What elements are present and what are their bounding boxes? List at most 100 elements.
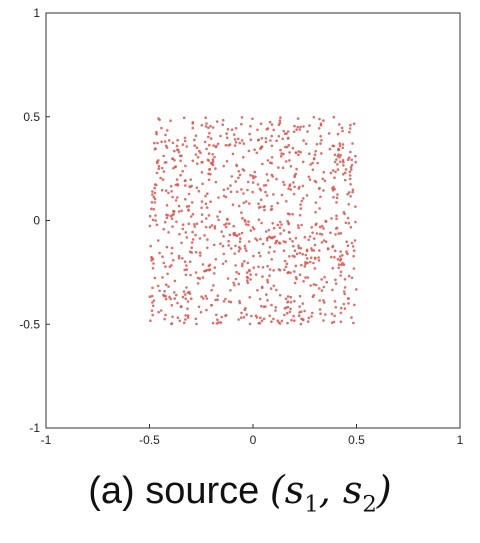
scatter-point — [249, 229, 253, 232]
scatter-point — [322, 119, 325, 122]
scatter-point — [258, 187, 262, 191]
scatter-point — [249, 138, 253, 141]
scatter-point — [293, 185, 296, 189]
scatter-point — [311, 231, 314, 234]
scatter-point — [151, 301, 154, 304]
scatter-point — [351, 188, 355, 192]
scatter-point — [257, 322, 261, 325]
scatter-point — [339, 306, 343, 310]
scatter-point — [342, 211, 346, 214]
scatter-point — [286, 295, 290, 298]
scatter-point — [297, 246, 301, 250]
scatter-point — [267, 228, 271, 232]
scatter-point — [151, 286, 154, 290]
scatter-point — [245, 313, 248, 316]
scatter-point — [215, 313, 218, 317]
scatter-point — [204, 116, 207, 119]
scatter-point — [257, 202, 260, 206]
scatter-point — [173, 159, 176, 162]
scatter-point — [289, 165, 293, 168]
scatter-point — [206, 192, 209, 195]
scatter-point — [308, 152, 311, 155]
scatter-point — [157, 165, 161, 168]
scatter-point — [212, 144, 215, 147]
scatter-point — [167, 285, 170, 288]
scatter-point — [222, 164, 225, 168]
scatter-point — [286, 130, 290, 133]
scatter-point — [304, 262, 307, 266]
scatter-point — [226, 128, 230, 131]
scatter-point — [177, 254, 181, 258]
scatter-point — [200, 295, 203, 299]
scatter-point — [314, 257, 317, 260]
scatter-point — [268, 268, 272, 271]
scatter-point — [151, 193, 154, 196]
scatter-point — [284, 160, 288, 163]
scatter-point — [341, 146, 345, 150]
scatter-point — [148, 295, 152, 299]
scatter-point — [270, 258, 274, 261]
scatter-point — [238, 173, 242, 177]
scatter-point — [251, 181, 255, 184]
scatter-point — [241, 264, 244, 268]
scatter-point — [237, 282, 240, 286]
scatter-point — [243, 244, 247, 248]
figure-caption: (a) source (s1, s2) — [0, 468, 480, 538]
scatter-point — [245, 271, 249, 274]
scatter-point — [270, 161, 274, 165]
scatter-point — [228, 233, 232, 237]
scatter-point — [190, 201, 194, 204]
scatter-point — [234, 180, 237, 183]
scatter-point — [221, 118, 225, 122]
scatter-point — [276, 223, 280, 227]
scatter-point — [322, 189, 325, 192]
scatter-point — [180, 241, 183, 245]
scatter-point — [287, 231, 291, 234]
scatter-point — [198, 251, 202, 254]
scatter-point — [182, 321, 186, 325]
scatter-point — [286, 321, 289, 325]
scatter-point — [172, 291, 176, 294]
scatter-point — [331, 189, 335, 192]
scatter-point — [246, 279, 249, 282]
scatter-point — [289, 301, 293, 304]
scatter-point — [341, 254, 344, 257]
scatter-point — [252, 227, 256, 231]
scatter-point — [162, 227, 165, 231]
scatter-point — [294, 151, 298, 155]
scatter-point — [216, 294, 220, 298]
scatter-point — [210, 162, 214, 166]
scatter-point — [213, 226, 217, 230]
scatter-point — [248, 268, 251, 272]
scatter-point — [309, 256, 313, 260]
scatter-point — [293, 281, 297, 285]
scatter-point — [201, 263, 205, 266]
scatter-point — [342, 172, 345, 176]
x-tick-label: -0.5 — [139, 433, 160, 447]
scatter-point — [173, 279, 177, 283]
scatter-point — [176, 183, 180, 187]
scatter-point — [318, 299, 322, 302]
scatter-points — [148, 115, 358, 326]
scatter-point — [349, 150, 352, 154]
scatter-point — [209, 124, 212, 128]
scatter-point — [195, 146, 199, 149]
scatter-point — [167, 191, 170, 195]
scatter-point — [347, 302, 350, 305]
scatter-point — [148, 224, 152, 228]
scatter-point — [319, 195, 322, 199]
scatter-point — [321, 177, 325, 181]
scatter-point — [347, 156, 351, 159]
scatter-point — [342, 160, 345, 164]
scatter-point — [153, 186, 156, 190]
scatter-point — [307, 316, 311, 320]
scatter-point — [221, 262, 225, 266]
scatter-point — [330, 312, 334, 316]
scatter-point — [240, 188, 243, 191]
scatter-point — [265, 194, 269, 197]
scatter-point — [165, 213, 168, 217]
scatter-point — [185, 145, 189, 148]
scatter-point — [313, 243, 317, 247]
scatter-point — [288, 237, 292, 241]
scatter-point — [262, 184, 266, 187]
